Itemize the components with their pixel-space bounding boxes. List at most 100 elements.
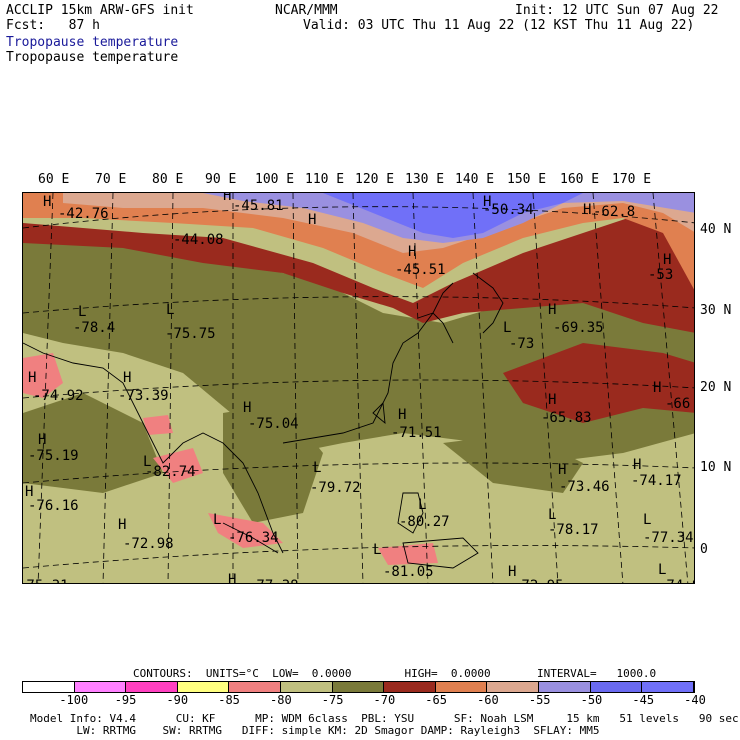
high-marker: H <box>28 370 37 386</box>
colorbar-label: -65 <box>425 693 447 707</box>
colorbar-swatch <box>281 682 333 692</box>
extreme-value: -80.27 <box>399 514 450 530</box>
band-80-75 <box>23 353 63 398</box>
extreme-value: -72.98 <box>123 536 174 552</box>
extreme-value: -82.74 <box>145 464 196 480</box>
low-marker: L <box>373 542 382 558</box>
lon-label: 160 E <box>560 172 600 187</box>
high-marker: H <box>558 462 567 478</box>
lon-label: 120 E <box>355 172 395 187</box>
low-marker: L <box>643 512 652 528</box>
colorbar-swatch <box>487 682 540 692</box>
extreme-value: -66 <box>665 396 691 412</box>
low-marker: L <box>313 460 322 476</box>
extreme-value: -65.83 <box>541 410 592 426</box>
extreme-value: -45.81 <box>233 198 284 214</box>
lon-label: 110 E <box>305 172 345 187</box>
lon-label: 170 E <box>612 172 652 187</box>
field-title-contour: Tropopause temperature <box>6 50 179 65</box>
low-marker: L <box>78 304 87 320</box>
extreme-value: -76.34 <box>228 530 279 546</box>
low-marker: L <box>143 454 152 470</box>
colorbar-swatch <box>229 682 282 692</box>
field-title-shaded: Tropopause temperature <box>6 35 179 50</box>
extreme-value: -73.39 <box>118 388 169 404</box>
valid-time: Valid: 03 UTC Thu 11 Aug 22 (12 KST Thu … <box>303 18 695 33</box>
extreme-value: -75.19 <box>28 448 79 464</box>
extreme-value: -72.95 <box>513 579 564 584</box>
colorbar-swatch <box>539 682 591 692</box>
extreme-value: -69.35 <box>553 320 604 336</box>
extreme-value: -50.34 <box>483 202 534 218</box>
colorbar-swatch <box>23 682 75 692</box>
colorbar-swatch <box>384 682 436 692</box>
colorbar-swatch <box>177 682 230 692</box>
colorbar-label: -50 <box>580 693 603 707</box>
low-marker: L <box>548 507 557 523</box>
model-title: ACCLIP 15km ARW-GFS init <box>6 3 194 18</box>
extreme-value: -75.75 <box>165 326 216 342</box>
lat-label: 40 N <box>700 222 732 237</box>
high-marker: H <box>653 380 662 396</box>
extreme-value: -74.8 <box>658 579 694 584</box>
low-marker: L <box>418 497 427 513</box>
high-marker: H <box>223 192 232 204</box>
high-marker: H <box>243 400 252 416</box>
extreme-value: -77.38 <box>248 579 299 584</box>
lon-label: 130 E <box>405 172 445 187</box>
colorbar-swatch <box>435 682 488 692</box>
colorbar-label: -45 <box>632 693 655 707</box>
extreme-value: -53 <box>648 267 674 283</box>
colorbar-label: -95 <box>114 693 137 707</box>
lon-label: 80 E <box>152 172 184 187</box>
low-marker: L <box>658 562 667 578</box>
colorbar-label: -40 <box>684 693 706 707</box>
init-time: Init: 12 UTC Sun 07 Aug 22 <box>515 3 719 18</box>
high-marker: H <box>583 202 592 218</box>
lat-label: 20 N <box>700 380 732 395</box>
extreme-value: -73.46 <box>559 479 610 495</box>
contour-info: CONTOURS: UNITS=°C LOW= 0.0000 HIGH= 0.0… <box>133 667 657 680</box>
colorbar-swatch <box>332 682 385 692</box>
extreme-value: -62.8 <box>593 204 636 220</box>
high-marker: H <box>25 484 34 500</box>
model-physics: LW: RRTMG SW: RRTMG DIFF: simple KM: 2D … <box>30 724 600 737</box>
colorbar-label: -85 <box>218 693 240 707</box>
high-marker: H <box>663 252 672 268</box>
colorbar-label: -55 <box>528 693 551 707</box>
extreme-value: -71.51 <box>391 425 442 441</box>
extreme-value: -78.17 <box>548 522 599 538</box>
extreme-value: -75.04 <box>248 416 299 432</box>
model-info: Model Info: V4.4 CU: KF MP: WDM 6class P… <box>30 712 739 725</box>
extreme-value: -75.31 <box>23 579 69 584</box>
extreme-value: -74.17 <box>631 473 682 489</box>
lon-label: 140 E <box>455 172 495 187</box>
lon-label: 90 E <box>205 172 237 187</box>
extreme-value: -78.4 <box>73 320 116 336</box>
colorbar-label: -75 <box>321 693 344 707</box>
coastlines <box>23 272 504 569</box>
colorbar-swatch <box>590 682 643 692</box>
tropopause-temperature-map: H -42.76 H -45.81 H -44.08 H -50.34 H -62.8 H -53 H -… <box>22 192 695 584</box>
high-marker: H <box>408 244 417 260</box>
lon-label: 100 E <box>255 172 295 187</box>
high-marker: H <box>118 517 127 533</box>
high-marker: H <box>548 392 557 408</box>
colorbar-label: -100 <box>59 693 89 707</box>
high-marker: H <box>548 302 557 318</box>
graticule <box>23 193 694 583</box>
high-marker: H <box>508 564 517 580</box>
lat-label: 30 N <box>700 303 732 318</box>
lon-label: 70 E <box>95 172 127 187</box>
colorbar-label: -90 <box>166 693 189 707</box>
high-marker: H <box>123 370 132 386</box>
extreme-value: -73 <box>509 336 535 352</box>
high-marker: H <box>483 194 492 210</box>
low-marker: L <box>503 320 512 336</box>
forecast-hour: Fcst: 87 h <box>6 18 100 33</box>
high-marker: H <box>633 457 642 473</box>
lat-label: 10 N <box>700 460 732 475</box>
extreme-value: -42.76 <box>58 206 109 222</box>
extreme-value: -79.72 <box>310 480 361 496</box>
organization: NCAR/MMM <box>275 3 338 18</box>
